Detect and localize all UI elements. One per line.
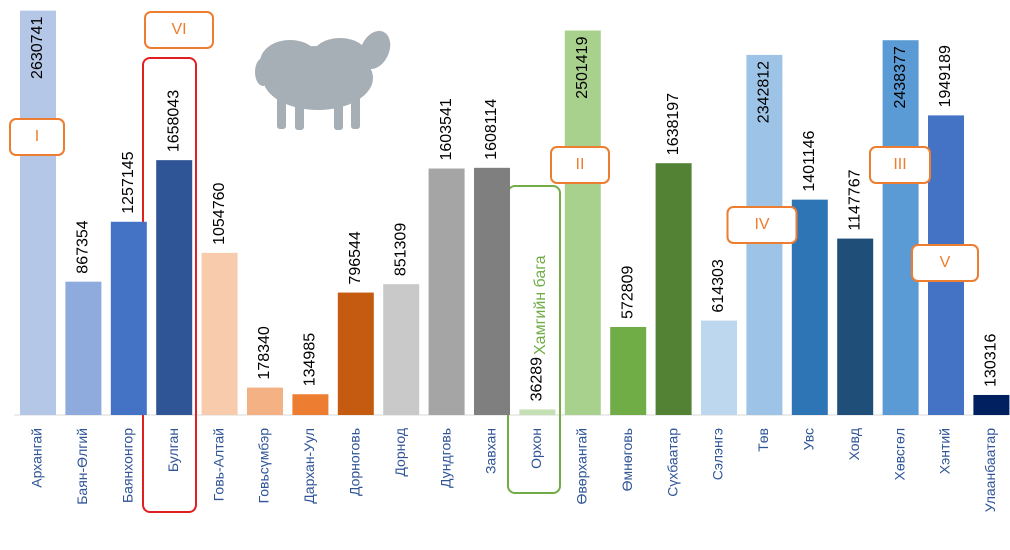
x-tick-label: Дархан-Уул bbox=[301, 428, 317, 504]
x-tick-label: Дундговь bbox=[437, 428, 453, 488]
x-tick-label: Завхан bbox=[483, 428, 499, 474]
value-label: 1658043 bbox=[165, 90, 182, 152]
x-tick-label: Сэлэнгэ bbox=[710, 428, 726, 480]
bar bbox=[247, 387, 283, 415]
value-label: 130316 bbox=[983, 333, 1000, 386]
annotation: III bbox=[893, 156, 906, 173]
bar bbox=[701, 320, 737, 415]
value-label: 572809 bbox=[619, 265, 636, 318]
annotation: VI bbox=[171, 21, 186, 38]
annotation-box bbox=[9, 118, 65, 156]
x-tick-label: Сүхбаатар bbox=[664, 428, 680, 497]
x-tick-label: Дорноговь bbox=[347, 428, 363, 496]
annotation: V bbox=[940, 254, 951, 271]
value-label: 178340 bbox=[256, 326, 273, 379]
x-tick-label: Говьсүмбэр bbox=[256, 428, 272, 504]
value-label: 1949189 bbox=[937, 45, 954, 107]
value-label: 2630741 bbox=[29, 17, 46, 79]
value-label: 36289 bbox=[529, 357, 546, 402]
bar bbox=[791, 199, 828, 415]
bar bbox=[610, 326, 647, 415]
x-tick-label: Увс bbox=[801, 428, 817, 450]
bar bbox=[292, 394, 329, 415]
annotation: II bbox=[576, 156, 585, 173]
value-label: 1608114 bbox=[483, 99, 500, 160]
annotation-box bbox=[911, 244, 979, 282]
x-tick-label: Архангай bbox=[29, 428, 45, 488]
value-label: 1147767 bbox=[846, 169, 863, 230]
annotation-box bbox=[144, 11, 214, 49]
value-label: 2438377 bbox=[892, 46, 909, 108]
x-tick-label: Хөвсгөл bbox=[891, 428, 907, 480]
bar bbox=[383, 284, 420, 415]
x-tick-label: Орхон bbox=[528, 428, 544, 469]
value-label: 796544 bbox=[347, 231, 364, 284]
x-tick-label: Баян-Өлгий bbox=[74, 428, 90, 505]
x-tick-label: Өмнөговь bbox=[619, 428, 635, 491]
annotation: IV bbox=[754, 216, 769, 233]
bar bbox=[519, 409, 556, 415]
bar bbox=[156, 160, 193, 415]
x-tick-label: Хэнтий bbox=[937, 428, 953, 474]
value-label: 2501419 bbox=[574, 36, 591, 98]
x-tick-label: Баянхонгор bbox=[120, 428, 136, 503]
bar bbox=[201, 252, 238, 415]
x-tick-label: Өвөрхангай bbox=[574, 428, 590, 505]
bar bbox=[337, 292, 374, 415]
bar bbox=[20, 10, 56, 416]
bar bbox=[428, 168, 465, 415]
value-label: 1638197 bbox=[665, 93, 682, 155]
x-tick-label: Дорнод bbox=[392, 428, 408, 477]
x-tick-label: Говь-Алтай bbox=[210, 428, 226, 501]
bar bbox=[474, 167, 510, 415]
value-label: 851309 bbox=[392, 223, 409, 276]
x-tick-label: Ховд bbox=[846, 428, 862, 460]
value-label: 134985 bbox=[302, 333, 319, 386]
annotation: I bbox=[35, 128, 39, 145]
bar bbox=[655, 163, 692, 415]
bar bbox=[65, 281, 102, 415]
annotation-box bbox=[869, 146, 931, 184]
bar bbox=[882, 40, 919, 415]
value-label: 1401146 bbox=[801, 130, 818, 191]
x-tick-label: Улаанбаатар bbox=[982, 428, 998, 512]
sheep-icon bbox=[255, 30, 391, 130]
value-label: 2342812 bbox=[756, 61, 773, 123]
value-label: 1257145 bbox=[120, 151, 137, 213]
value-label: 1054760 bbox=[211, 182, 228, 244]
value-label: 614303 bbox=[710, 259, 727, 312]
x-tick-label: Төв bbox=[755, 428, 771, 452]
bar bbox=[110, 221, 147, 415]
x-tick-label: Булган bbox=[165, 428, 181, 472]
bar bbox=[837, 238, 874, 415]
bar bbox=[564, 30, 601, 415]
value-label: 1603541 bbox=[438, 98, 455, 160]
value-label: 867354 bbox=[75, 220, 92, 273]
annotation-box bbox=[726, 206, 798, 244]
annotation: Хамгийн бага bbox=[532, 255, 549, 355]
bar bbox=[973, 394, 1010, 415]
annotation-box bbox=[550, 146, 610, 184]
